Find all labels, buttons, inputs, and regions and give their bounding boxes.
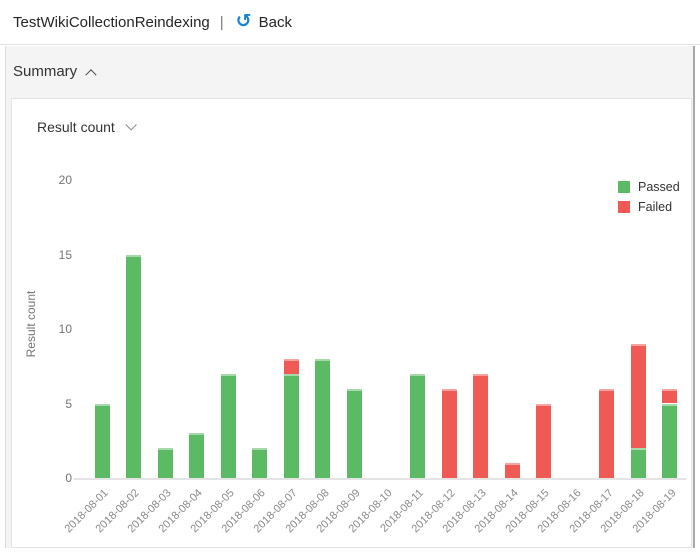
legend-label-failed: Failed [638, 200, 673, 214]
y-tick-label: 0 [65, 471, 72, 485]
y-tick-label: 15 [58, 247, 72, 262]
result-count-dropdown[interactable]: Result count [37, 119, 137, 135]
page-title: TestWikiCollectionReindexing [13, 13, 210, 31]
bar-segment-failed[interactable] [441, 388, 457, 478]
back-label: Back [258, 13, 292, 31]
bar-segment-failed[interactable] [599, 388, 615, 478]
title-separator: | [219, 13, 224, 31]
bar-segment-failed[interactable] [630, 343, 646, 449]
failed-swatch [618, 201, 630, 213]
bar-segment-passed[interactable] [126, 254, 142, 478]
summary-collapse-toggle[interactable]: Summary [6, 46, 693, 92]
chart-card: Result count Passed Failed Result count … [11, 98, 692, 548]
bar-segment-passed[interactable] [283, 373, 299, 478]
chart-legend: Passed Failed [618, 180, 680, 214]
y-tick-label: 5 [65, 396, 72, 411]
bar-segment-failed[interactable] [473, 373, 489, 478]
summary-title: Summary [13, 63, 78, 80]
legend-item-failed[interactable]: Failed [618, 200, 680, 214]
page-header: TestWikiCollectionReindexing | ↺ Back [0, 0, 700, 45]
x-axis-line [74, 478, 686, 480]
legend-label-passed: Passed [638, 180, 680, 194]
bar-segment-passed[interactable] [315, 358, 331, 478]
back-button[interactable]: ↺ Back [235, 10, 292, 32]
bar-segment-passed[interactable] [410, 373, 425, 478]
bar-segment-failed[interactable] [662, 388, 678, 404]
back-undo-icon: ↺ [235, 10, 252, 32]
dropdown-label: Result count [37, 119, 115, 135]
passed-swatch [618, 181, 630, 193]
bar-segment-passed[interactable] [252, 448, 268, 478]
bar-segment-passed[interactable] [220, 373, 236, 478]
chevron-up-icon [85, 68, 97, 80]
bar-segment-passed[interactable] [630, 448, 646, 478]
bar-segment-passed[interactable] [94, 403, 110, 478]
y-tick-label: 20 [58, 173, 72, 187]
plot-area: Result count 0 5 10 15 20 2018-08-01 2018-08-0… [12, 99, 691, 547]
bar-segment-passed[interactable] [662, 403, 678, 478]
bar-segment-passed[interactable] [346, 388, 362, 478]
y-tick-label: 10 [58, 322, 72, 336]
legend-item-passed[interactable]: Passed [618, 180, 680, 194]
bar-segment-passed[interactable] [157, 448, 173, 478]
bar-segment-failed[interactable] [283, 358, 299, 374]
bar-segment-failed[interactable] [536, 403, 552, 478]
summary-panel: Summary Result count Passed Failed Resul… [5, 46, 695, 548]
bar-segment-failed[interactable] [504, 463, 520, 478]
bar-segment-passed[interactable] [189, 433, 205, 478]
